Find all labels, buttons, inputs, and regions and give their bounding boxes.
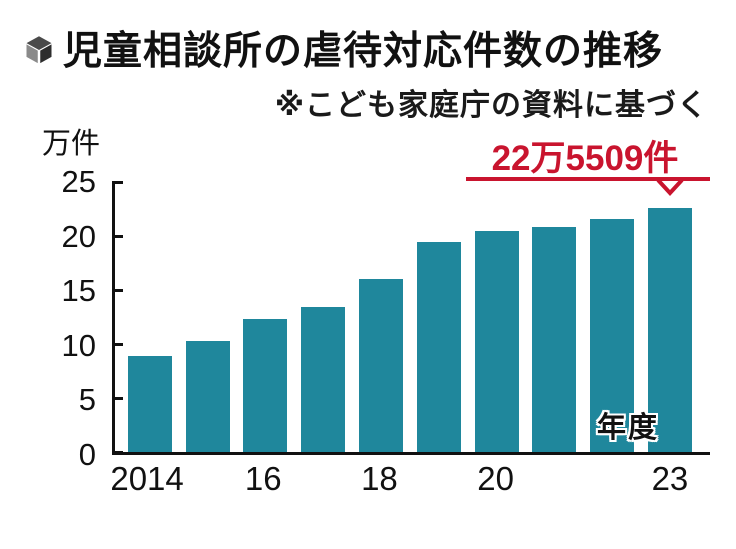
x-tick-label-16: 16	[244, 460, 282, 497]
bars-container	[121, 182, 699, 452]
chart-header: 児童相談所の虐待対応件数の推移	[24, 20, 663, 76]
x-tick-label-20: 20	[477, 460, 514, 497]
bar-2021	[532, 227, 577, 452]
x-tick-label-18: 18	[361, 460, 398, 497]
bar-chart-plot	[112, 180, 710, 455]
bar-2022	[590, 218, 635, 452]
bar-slot-2016	[237, 182, 295, 452]
bar-slot-2020	[468, 182, 526, 452]
y-tick-mark-15	[112, 288, 123, 292]
y-tick-label-10: 10	[61, 327, 96, 363]
y-axis-unit-label: 万件	[42, 128, 101, 160]
bar-2017	[301, 307, 346, 452]
chart-subtitle: ※こども家庭庁の資料に基づく	[274, 89, 708, 122]
y-axis-labels: 0 5 10 15 20 25	[0, 164, 100, 472]
y-tick-mark-0	[112, 450, 123, 454]
bar-slot-2018	[352, 182, 410, 452]
bar-slot-2017	[294, 182, 352, 452]
bar-slot-2014	[121, 182, 179, 452]
y-tick-label-15: 15	[61, 273, 96, 309]
bar-slot-2023	[641, 182, 699, 452]
bar-slot-2015	[179, 182, 237, 452]
peak-annotation-pointer	[466, 177, 710, 196]
bar-2016	[243, 319, 288, 452]
bar-2015	[185, 340, 230, 452]
chart-title: 児童相談所の虐待対応件数の推移	[63, 30, 664, 73]
bar-2023	[648, 208, 693, 452]
bar-2019	[416, 242, 461, 452]
bar-2020	[474, 230, 519, 452]
bar-slot-2022	[583, 182, 641, 452]
peak-annotation-text: 22万5509件	[491, 139, 679, 178]
bar-slot-2021	[526, 182, 584, 452]
bar-slot-2019	[410, 182, 468, 452]
y-tick-label-0: 0	[78, 437, 96, 472]
y-tick-mark-20	[112, 234, 123, 238]
bar-2018	[359, 279, 404, 452]
y-tick-label-25: 25	[61, 164, 96, 199]
y-tick-mark-25	[112, 180, 123, 184]
x-axis-title: 年度	[597, 412, 660, 444]
x-tick-label-2014: 2014	[110, 460, 184, 497]
bar-2014	[127, 355, 172, 452]
y-tick-label-5: 5	[78, 382, 96, 418]
x-axis-labels: 2014 16 18 20 23	[110, 460, 699, 502]
y-tick-mark-5	[112, 396, 123, 400]
y-tick-label-20: 20	[61, 218, 96, 254]
x-tick-label-23: 23	[651, 460, 689, 497]
y-tick-mark-10	[112, 342, 123, 346]
cube-logo-icon	[24, 35, 54, 65]
